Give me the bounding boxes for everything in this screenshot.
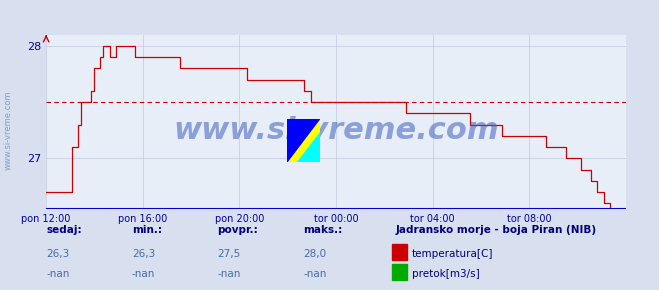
Text: www.si-vreme.com: www.si-vreme.com <box>4 91 13 170</box>
Text: sedaj:: sedaj: <box>46 225 82 235</box>
Polygon shape <box>287 119 320 162</box>
Text: 26,3: 26,3 <box>132 249 155 259</box>
Text: min.:: min.: <box>132 225 162 235</box>
Text: -nan: -nan <box>132 269 155 279</box>
Text: Jadransko morje - boja Piran (NIB): Jadransko morje - boja Piran (NIB) <box>395 225 596 235</box>
Text: www.si-vreme.com: www.si-vreme.com <box>173 116 499 145</box>
Polygon shape <box>297 132 320 162</box>
Text: povpr.:: povpr.: <box>217 225 258 235</box>
Text: maks.:: maks.: <box>303 225 343 235</box>
Text: pretok[m3/s]: pretok[m3/s] <box>412 269 480 279</box>
Polygon shape <box>287 119 320 162</box>
Text: temperatura[C]: temperatura[C] <box>412 249 494 259</box>
Text: 28,0: 28,0 <box>303 249 326 259</box>
Text: 27,5: 27,5 <box>217 249 241 259</box>
Text: -nan: -nan <box>303 269 326 279</box>
Text: -nan: -nan <box>46 269 69 279</box>
Text: 26,3: 26,3 <box>46 249 69 259</box>
Text: -nan: -nan <box>217 269 241 279</box>
